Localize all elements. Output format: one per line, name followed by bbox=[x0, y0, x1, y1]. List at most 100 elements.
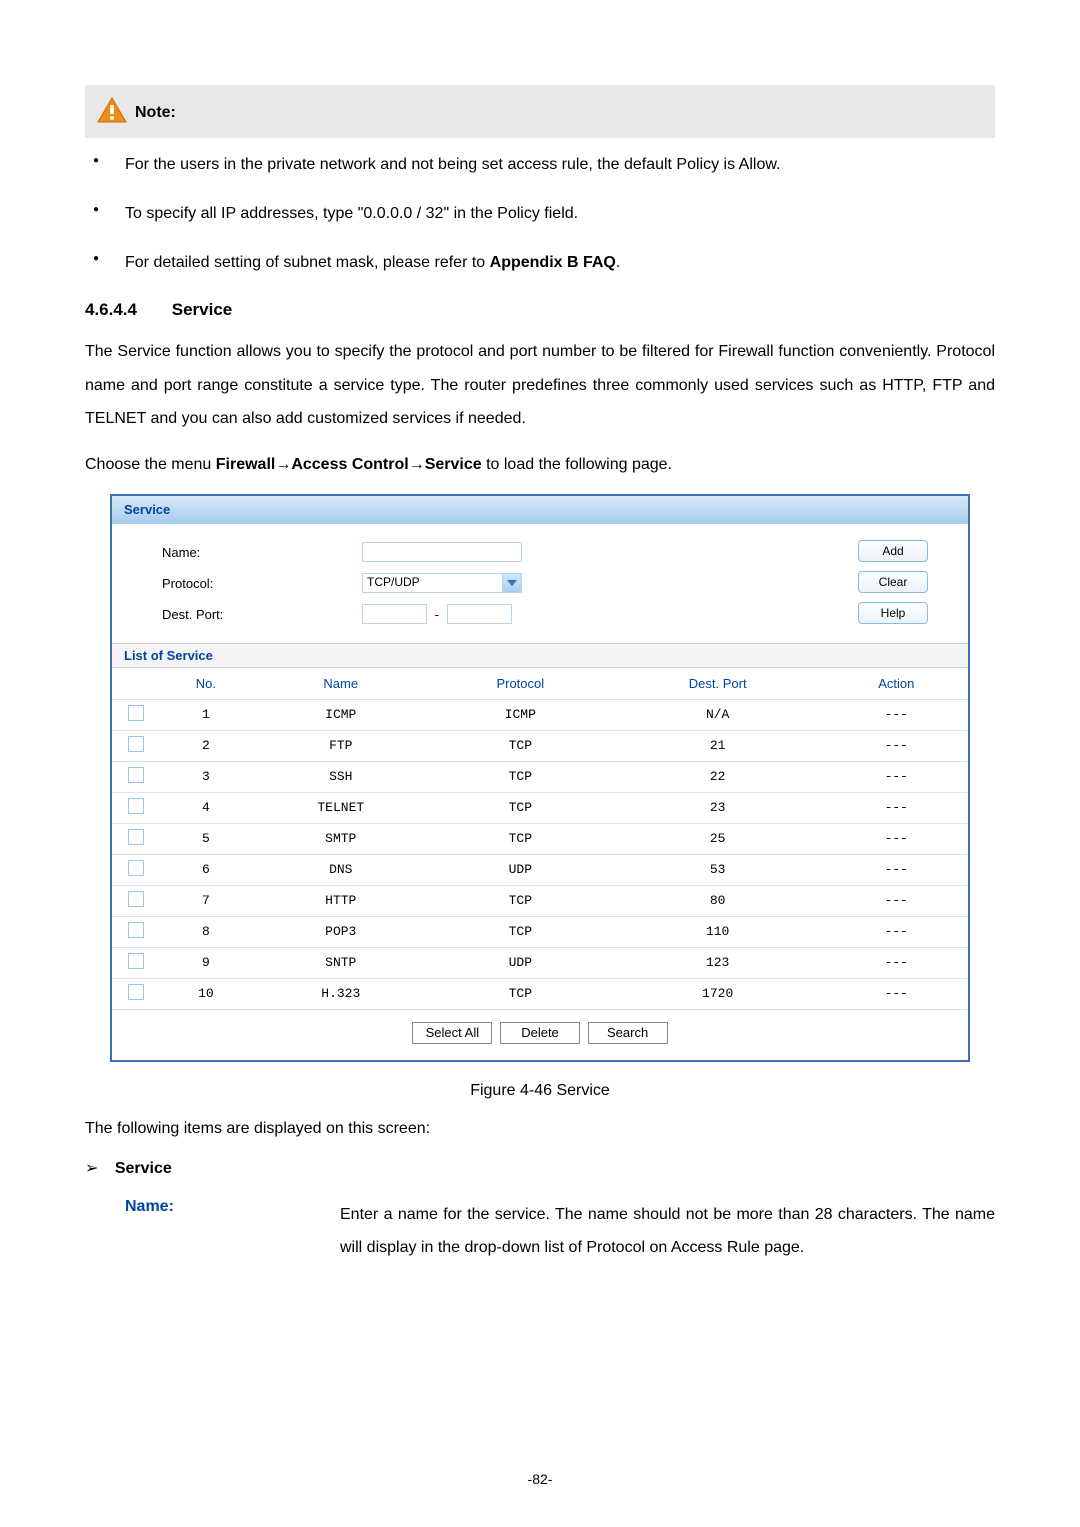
note-label: Note: bbox=[135, 104, 176, 122]
row-checkbox[interactable] bbox=[128, 953, 144, 969]
protocol-select-value: TCP/UDP bbox=[363, 574, 502, 592]
row-checkbox[interactable] bbox=[128, 984, 144, 1000]
protocol-select[interactable]: TCP/UDP bbox=[362, 573, 522, 593]
service-panel: Service Name: Add Protocol: TCP/UDP bbox=[110, 494, 970, 1062]
note-item: For the users in the private network and… bbox=[85, 153, 995, 177]
table-row: 8POP3TCP110--- bbox=[112, 916, 968, 947]
label-protocol: Protocol: bbox=[132, 576, 362, 591]
port-to-input[interactable] bbox=[447, 604, 512, 624]
row-checkbox[interactable] bbox=[128, 829, 144, 845]
name-input[interactable] bbox=[362, 542, 522, 562]
cell-no: 9 bbox=[160, 947, 252, 978]
select-all-button[interactable]: Select All bbox=[412, 1022, 492, 1044]
note-item-post: . bbox=[616, 254, 620, 271]
cell-protocol: TCP bbox=[430, 761, 611, 792]
arrow-item-label: Service bbox=[115, 1160, 172, 1177]
row-checkbox[interactable] bbox=[128, 922, 144, 938]
cell-protocol: TCP bbox=[430, 978, 611, 1009]
table-row: 1ICMPICMPN/A--- bbox=[112, 699, 968, 730]
cell-no: 7 bbox=[160, 885, 252, 916]
cell-protocol: TCP bbox=[430, 823, 611, 854]
cell-port: N/A bbox=[611, 699, 825, 730]
add-button[interactable]: Add bbox=[858, 540, 928, 562]
cell-name: SMTP bbox=[252, 823, 430, 854]
cell-action: --- bbox=[825, 916, 968, 947]
menu-bold: Firewall→Access Control→Service bbox=[216, 456, 482, 473]
figure-caption: Figure 4-46 Service bbox=[85, 1082, 995, 1100]
table-row: 6DNSUDP53--- bbox=[112, 854, 968, 885]
cell-no: 10 bbox=[160, 978, 252, 1009]
panel-header-service: Service bbox=[112, 494, 968, 524]
row-checkbox[interactable] bbox=[128, 705, 144, 721]
note-item: To specify all IP addresses, type "0.0.0… bbox=[85, 202, 995, 226]
cell-action: --- bbox=[825, 978, 968, 1009]
delete-button[interactable]: Delete bbox=[500, 1022, 580, 1044]
service-table: No. Name Protocol Dest. Port Action 1ICM… bbox=[112, 668, 968, 1010]
cell-name: FTP bbox=[252, 730, 430, 761]
table-row: 10H.323TCP1720--- bbox=[112, 978, 968, 1009]
port-from-input[interactable] bbox=[362, 604, 427, 624]
table-row: 5SMTPTCP25--- bbox=[112, 823, 968, 854]
cell-port: 25 bbox=[611, 823, 825, 854]
cell-name: H.323 bbox=[252, 978, 430, 1009]
col-port: Dest. Port bbox=[611, 668, 825, 700]
cell-name: HTTP bbox=[252, 885, 430, 916]
row-checkbox[interactable] bbox=[128, 767, 144, 783]
cell-no: 3 bbox=[160, 761, 252, 792]
def-term: Name: bbox=[125, 1198, 340, 1265]
cell-protocol: UDP bbox=[430, 947, 611, 978]
cell-action: --- bbox=[825, 885, 968, 916]
cell-port: 23 bbox=[611, 792, 825, 823]
cell-protocol: ICMP bbox=[430, 699, 611, 730]
cell-port: 21 bbox=[611, 730, 825, 761]
label-dest-port: Dest. Port: bbox=[132, 607, 362, 622]
cell-protocol: TCP bbox=[430, 885, 611, 916]
cell-name: POP3 bbox=[252, 916, 430, 947]
menu-path: Choose the menu Firewall→Access Control→… bbox=[85, 456, 995, 474]
row-checkbox[interactable] bbox=[128, 891, 144, 907]
row-checkbox[interactable] bbox=[128, 798, 144, 814]
cell-port: 53 bbox=[611, 854, 825, 885]
note-item: For detailed setting of subnet mask, ple… bbox=[85, 251, 995, 275]
cell-name: SSH bbox=[252, 761, 430, 792]
cell-no: 2 bbox=[160, 730, 252, 761]
cell-action: --- bbox=[825, 947, 968, 978]
menu-post: to load the following page. bbox=[482, 456, 672, 473]
clear-button[interactable]: Clear bbox=[858, 571, 928, 593]
chevron-down-icon bbox=[502, 574, 521, 592]
warning-icon bbox=[97, 97, 127, 128]
page-number: -82- bbox=[0, 1471, 1080, 1487]
section-paragraph: The Service function allows you to speci… bbox=[85, 335, 995, 436]
row-checkbox[interactable] bbox=[128, 860, 144, 876]
col-protocol: Protocol bbox=[430, 668, 611, 700]
cell-protocol: UDP bbox=[430, 854, 611, 885]
cell-port: 80 bbox=[611, 885, 825, 916]
table-row: 9SNTPUDP123--- bbox=[112, 947, 968, 978]
note-item-pre: For detailed setting of subnet mask, ple… bbox=[125, 254, 490, 271]
table-row: 3SSHTCP22--- bbox=[112, 761, 968, 792]
note-list: For the users in the private network and… bbox=[85, 153, 995, 275]
cell-name: ICMP bbox=[252, 699, 430, 730]
cell-action: --- bbox=[825, 699, 968, 730]
col-action: Action bbox=[825, 668, 968, 700]
section-title: Service bbox=[172, 300, 233, 319]
cell-name: TELNET bbox=[252, 792, 430, 823]
cell-port: 1720 bbox=[611, 978, 825, 1009]
note-block: Note: bbox=[85, 85, 995, 138]
note-item-bold: Appendix B FAQ bbox=[490, 254, 616, 271]
help-button[interactable]: Help bbox=[858, 602, 928, 624]
cell-protocol: TCP bbox=[430, 916, 611, 947]
arrow-icon: ➢ bbox=[85, 1160, 98, 1177]
row-checkbox[interactable] bbox=[128, 736, 144, 752]
cell-action: --- bbox=[825, 792, 968, 823]
search-button[interactable]: Search bbox=[588, 1022, 668, 1044]
cell-no: 1 bbox=[160, 699, 252, 730]
def-desc: Enter a name for the service. The name s… bbox=[340, 1198, 995, 1265]
cell-action: --- bbox=[825, 761, 968, 792]
col-no: No. bbox=[160, 668, 252, 700]
cell-name: DNS bbox=[252, 854, 430, 885]
cell-protocol: TCP bbox=[430, 792, 611, 823]
cell-name: SNTP bbox=[252, 947, 430, 978]
cell-action: --- bbox=[825, 730, 968, 761]
cell-action: --- bbox=[825, 854, 968, 885]
